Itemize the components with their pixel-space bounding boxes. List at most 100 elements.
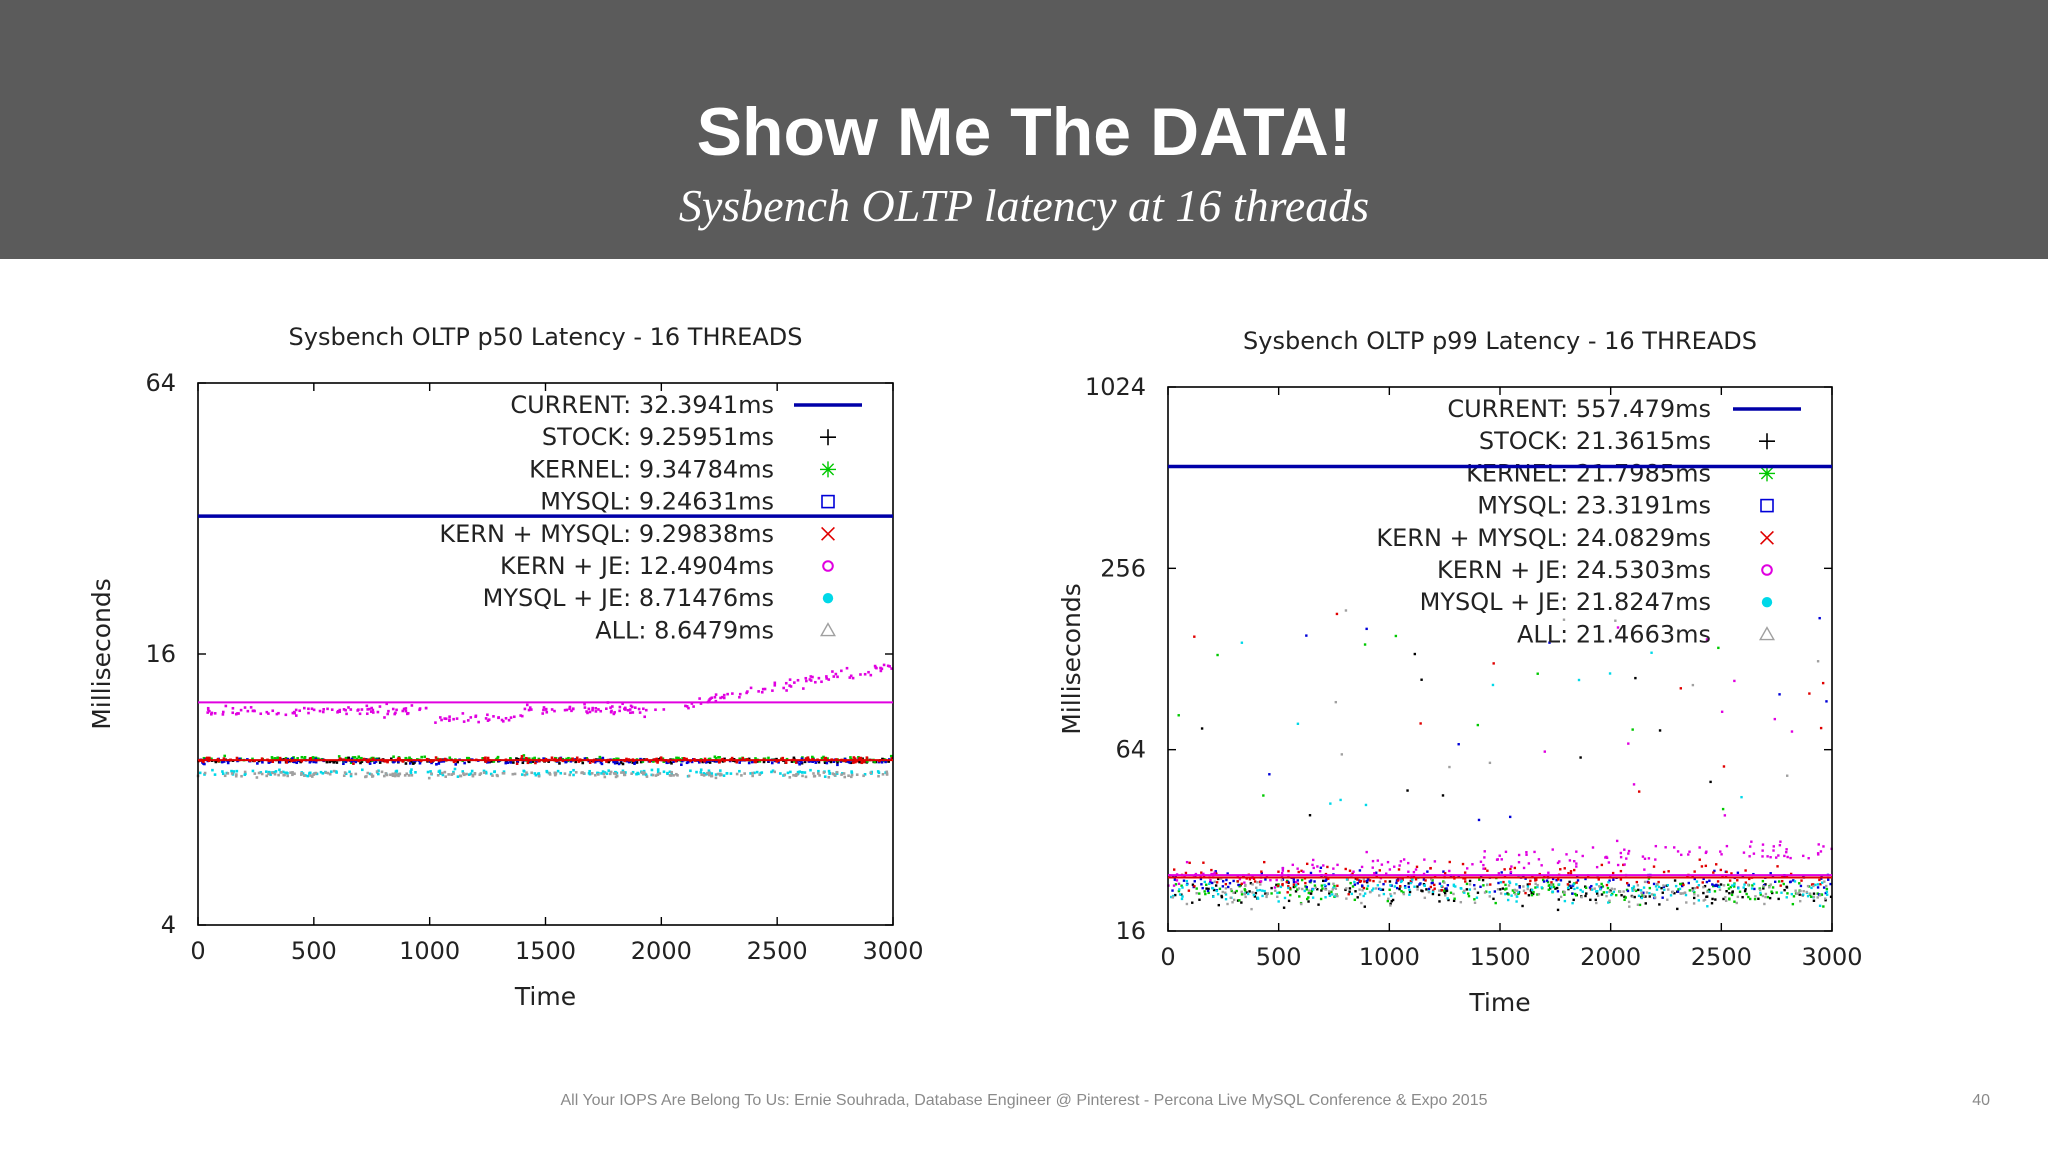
data-point <box>1719 850 1722 853</box>
data-point <box>880 667 884 671</box>
data-point <box>1648 886 1652 890</box>
data-point <box>849 761 853 765</box>
data-point <box>1398 864 1401 867</box>
data-point <box>1275 878 1278 882</box>
outlier-point <box>1476 723 1480 727</box>
data-point <box>203 771 207 775</box>
data-point <box>588 761 592 764</box>
data-point <box>1510 865 1513 868</box>
outlier-point <box>1344 609 1348 612</box>
data-point <box>822 771 826 774</box>
data-point <box>1236 880 1239 883</box>
data-point <box>721 695 724 699</box>
data-point <box>834 672 838 676</box>
data-point <box>623 773 627 777</box>
data-point <box>1254 891 1258 895</box>
data-point <box>271 760 275 764</box>
data-point <box>699 768 703 772</box>
data-point <box>1557 898 1561 901</box>
data-point <box>1213 880 1217 883</box>
data-point <box>509 716 513 719</box>
data-point <box>773 770 777 774</box>
data-point <box>738 692 742 696</box>
data-point <box>1679 892 1682 895</box>
data-point <box>749 772 752 775</box>
data-point <box>627 760 631 764</box>
data-point <box>1283 896 1287 900</box>
data-point <box>267 712 270 715</box>
data-point <box>668 770 672 774</box>
data-point <box>1566 883 1570 886</box>
data-point <box>621 762 625 766</box>
data-point <box>328 772 332 776</box>
data-point <box>1411 878 1414 881</box>
data-point <box>1806 884 1810 888</box>
data-point <box>1202 872 1205 876</box>
data-point <box>243 706 247 709</box>
legend-marker <box>1760 530 1774 545</box>
data-point <box>759 771 762 775</box>
data-point <box>1697 884 1701 887</box>
data-point <box>1289 893 1292 897</box>
outlier-point <box>1816 660 1820 663</box>
data-point <box>817 760 821 764</box>
data-point <box>1466 867 1469 870</box>
data-point <box>1415 865 1419 869</box>
data-point <box>1281 869 1285 872</box>
data-point <box>792 756 796 760</box>
data-point <box>354 772 358 776</box>
data-point <box>284 713 288 717</box>
data-point <box>1818 878 1821 882</box>
data-point <box>1281 882 1284 886</box>
data-point <box>291 757 294 760</box>
legend-marker <box>820 429 836 446</box>
data-point <box>558 762 561 765</box>
data-point <box>1246 892 1250 896</box>
data-point <box>613 761 617 765</box>
data-point <box>713 695 717 699</box>
data-point <box>836 675 839 679</box>
data-point <box>468 773 471 776</box>
data-point <box>1217 903 1220 907</box>
data-point <box>702 772 706 775</box>
data-point <box>1623 898 1626 901</box>
data-point <box>1637 894 1641 898</box>
data-point <box>1409 879 1413 883</box>
data-point <box>1292 883 1296 886</box>
data-point <box>1440 885 1443 888</box>
data-point <box>1817 853 1820 856</box>
data-point <box>668 774 672 777</box>
data-point <box>1497 881 1500 885</box>
data-point <box>243 770 247 774</box>
data-point <box>1731 891 1734 894</box>
data-point <box>520 755 524 758</box>
data-point <box>1449 891 1453 894</box>
data-point <box>860 761 864 765</box>
data-point <box>1608 890 1611 893</box>
data-point <box>1798 882 1801 885</box>
data-point <box>600 762 604 766</box>
data-point <box>612 712 616 716</box>
data-point <box>1300 878 1304 882</box>
data-point <box>1702 891 1705 895</box>
data-point <box>1822 905 1825 908</box>
data-point <box>1344 867 1347 871</box>
data-point <box>1745 892 1748 896</box>
data-point <box>1319 897 1323 901</box>
data-point <box>1332 886 1335 889</box>
data-point <box>1205 883 1208 886</box>
data-point <box>1438 882 1442 885</box>
outlier-point <box>1786 774 1789 777</box>
data-point <box>1550 883 1553 886</box>
data-point <box>1636 884 1640 887</box>
data-point <box>1253 895 1257 898</box>
data-point <box>597 773 600 776</box>
data-point <box>1463 871 1467 874</box>
data-point <box>667 760 670 763</box>
data-point <box>1722 897 1725 901</box>
data-point <box>1744 881 1748 884</box>
data-point <box>1173 878 1177 881</box>
data-point <box>1174 893 1177 897</box>
data-point <box>1677 888 1680 891</box>
data-point <box>1426 870 1429 873</box>
